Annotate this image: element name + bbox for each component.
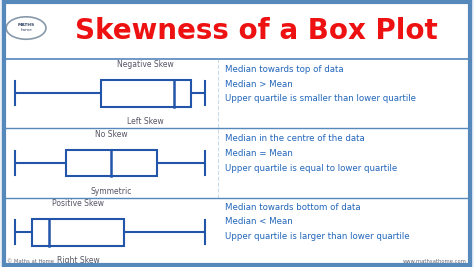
Text: Positive Skew: Positive Skew: [52, 199, 104, 208]
Text: Upper quartile is smaller than lower quartile: Upper quartile is smaller than lower qua…: [225, 94, 416, 103]
Text: Upper quartile is larger than lower quartile: Upper quartile is larger than lower quar…: [225, 232, 410, 241]
Circle shape: [6, 17, 46, 39]
Bar: [4, 59, 470, 128]
Bar: [4, 128, 470, 198]
FancyBboxPatch shape: [4, 2, 470, 265]
Text: Median in the centre of the data: Median in the centre of the data: [225, 134, 365, 143]
Text: www.mathsathome.com: www.mathsathome.com: [403, 259, 467, 264]
Text: Median = Mean: Median = Mean: [225, 149, 293, 158]
Bar: [32, 219, 124, 246]
Text: No Skew: No Skew: [95, 130, 128, 139]
Text: MATHS: MATHS: [18, 23, 35, 27]
Text: Right Skew: Right Skew: [57, 256, 100, 265]
Text: Median < Mean: Median < Mean: [225, 217, 293, 226]
Text: home: home: [20, 28, 32, 32]
Text: Upper quartile is equal to lower quartile: Upper quartile is equal to lower quartil…: [225, 164, 397, 173]
Text: Negative Skew: Negative Skew: [118, 60, 174, 69]
Text: Median > Mean: Median > Mean: [225, 80, 293, 89]
Text: Skewness of a Box Plot: Skewness of a Box Plot: [74, 17, 438, 45]
Bar: [65, 150, 157, 176]
Text: Left Skew: Left Skew: [128, 117, 164, 127]
Bar: [101, 80, 191, 107]
Text: Median towards bottom of data: Median towards bottom of data: [225, 203, 361, 212]
Bar: [4, 2, 470, 59]
Bar: [4, 198, 470, 265]
Text: Symmetric: Symmetric: [91, 187, 132, 196]
Text: © Maths at Home: © Maths at Home: [7, 259, 54, 264]
Text: Median towards top of data: Median towards top of data: [225, 65, 344, 74]
